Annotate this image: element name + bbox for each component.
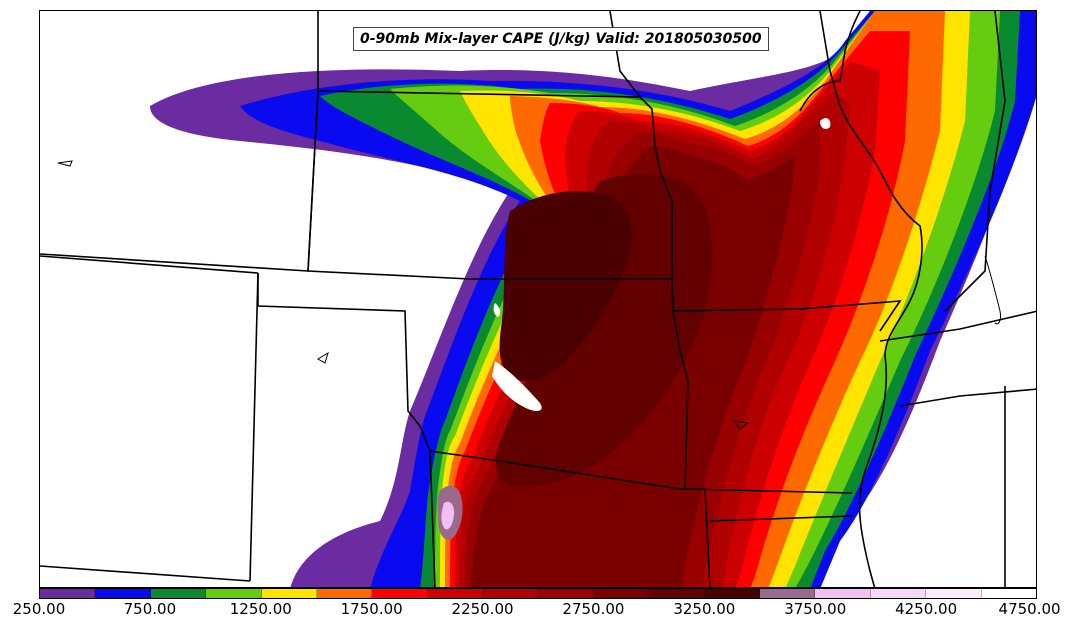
river-outline [984, 255, 1001, 325]
colorbar-segment [40, 589, 96, 598]
colorbar-segment [372, 589, 428, 598]
colorbar-tick-label: 2250.00 [451, 600, 514, 618]
boundary-south-dakota-south [307, 90, 672, 280]
water-features [57, 160, 1001, 430]
colorbar-segment [316, 589, 373, 598]
cape-map [40, 11, 1036, 587]
colorbar [39, 588, 1037, 599]
boundary-illinois-east [944, 190, 991, 312]
boundary-texas-panhandle [429, 450, 436, 587]
boundary-arkansas-north [684, 488, 853, 494]
boundary-kansas-north [257, 273, 421, 427]
boundary-great-lakes [799, 11, 861, 112]
map-title: 0-90mb Mix-layer CAPE (J/kg) Valid: 2018… [353, 27, 769, 51]
lake-outline [57, 160, 73, 167]
colorbar-segment [649, 589, 705, 598]
boundary-wisconsin [819, 11, 841, 107]
colorbar-segment [981, 589, 1037, 598]
boundary-mississippi-river [839, 105, 923, 587]
colorbar-tick-label: 4250.00 [895, 600, 958, 618]
boundary-colorado [249, 272, 259, 582]
boundary-tennessee [899, 388, 1036, 407]
colorbar-segment [593, 589, 650, 598]
colorbar-tick-label: 3250.00 [673, 600, 736, 618]
colorbar-tick-label: 2750.00 [562, 600, 625, 618]
cape-band-4250-plume [441, 501, 455, 530]
colorbar-segment [815, 589, 871, 598]
boundary-iowa-west [654, 145, 673, 279]
cape-shading [150, 11, 1036, 587]
colorbar-segment [926, 589, 982, 598]
colorbar-tick-label: 3750.00 [784, 600, 847, 618]
colorbar-segment [261, 589, 317, 598]
colorbar-segment [760, 589, 816, 598]
boundary-nebraska-north [40, 253, 309, 272]
colorbar-tick-label: 1250.00 [229, 600, 292, 618]
boundary-oklahoma-east [704, 488, 711, 587]
colorbar-segment [483, 589, 539, 598]
boundary-new-mexico-north [40, 565, 251, 582]
cape-band-4000 [499, 191, 632, 381]
map-panel: 0-90mb Mix-layer CAPE (J/kg) Valid: 2018… [39, 10, 1037, 588]
boundary-missouri-west [671, 278, 689, 490]
colorbar-segment [206, 589, 262, 598]
colorbar-tick-label: 750.00 [123, 600, 177, 618]
lake-cutout [820, 118, 831, 129]
colorbar-segment [538, 589, 594, 598]
colorbar-tick-label: 1750.00 [340, 600, 403, 618]
colorbar-segment [150, 589, 207, 598]
boundary-colorado-west [40, 255, 259, 274]
colorbar-tick-label: 4750.00 [998, 600, 1061, 618]
boundary-north-dakota-south [317, 90, 656, 147]
boundary-kentucky [879, 310, 1036, 342]
boundary-indiana [989, 11, 1006, 192]
cape-band-3750 [495, 174, 713, 487]
reservoir-outline [317, 351, 329, 364]
colorbar-segment [95, 589, 151, 598]
state-boundaries [40, 11, 1036, 587]
boundary-arkansas-south [709, 515, 853, 522]
reservoir-outline-2 [732, 420, 750, 430]
colorbar-segment [870, 589, 927, 598]
dry-slot-2 [493, 303, 501, 317]
colorbar-segment [427, 589, 484, 598]
colorbar-labels: 250.00 750.00 1250.00 1750.00 2250.00 2750.00… [0, 600, 1081, 624]
colorbar-segment [704, 589, 761, 598]
boundary-missouri-north [671, 300, 902, 332]
colorbar-tick-label: 250.00 [12, 600, 66, 618]
dry-slot [492, 361, 542, 411]
